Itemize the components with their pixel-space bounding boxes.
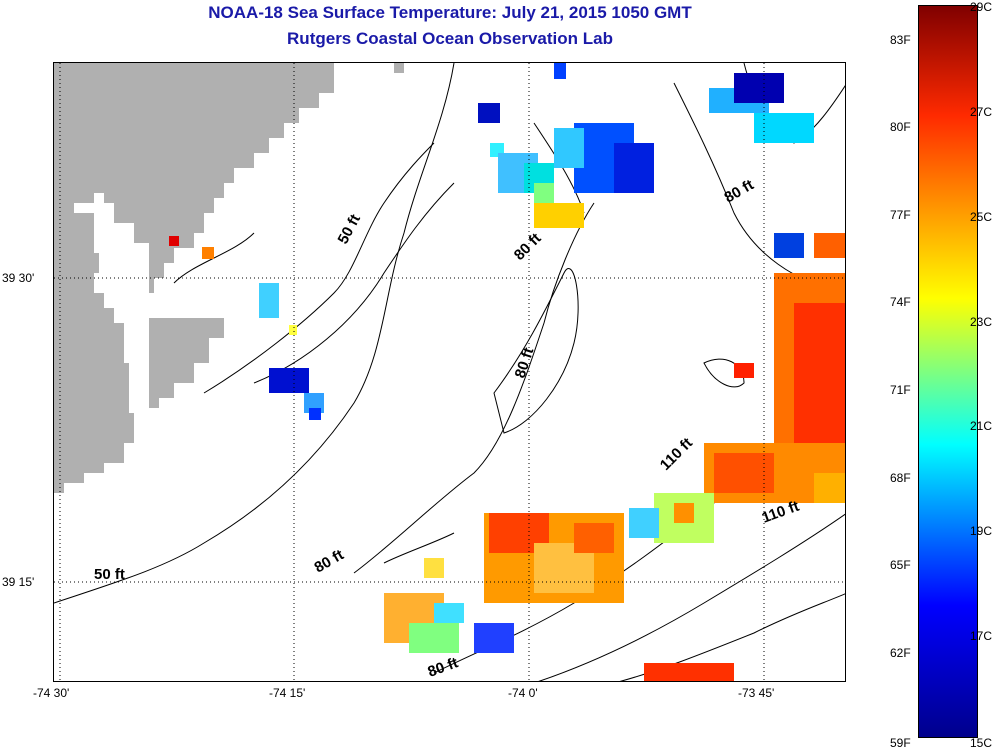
colorbar-label-f: 80F [890,120,911,134]
isobath-label: 50 ft [335,212,364,247]
land-mass [54,63,404,493]
map-subtitle: Rutgers Coastal Ocean Observation Lab [287,29,613,48]
colorbar-label-f: 62F [890,646,911,660]
isobath-label: 110 ft [657,435,696,474]
colorbar-label-c: 29C [970,0,993,14]
isobath-label: 80 ft [312,546,347,576]
lon-label: -74 0' [508,686,538,700]
colorbar-label-f: 77F [890,208,911,222]
colorbar-label-c: 23C [970,315,993,329]
colorbar-label-c: 27C [970,105,993,119]
isobath-label: 80 ft [426,654,461,681]
isobath-label: 80 ft [511,230,545,264]
isobath-label: 50 ft [94,566,125,583]
colorbar-label-c: 21C [970,419,993,433]
lon-label: -74 15' [269,686,306,700]
colorbar-label-c: 25C [970,210,993,224]
sst-map[interactable]: 50 ft 50 ft 80 ft 80 ft 80 ft 80 ft 80 f… [53,62,846,682]
map-title: NOAA-18 Sea Surface Temperature: July 21… [208,3,692,22]
sst-cold-patches [259,63,814,420]
lat-lon-grid [54,63,845,681]
colorbar-label-f: 74F [890,295,911,309]
temperature-colorbar [918,5,978,738]
colorbar-label-f: 83F [890,33,911,47]
map-canvas: 50 ft 50 ft 80 ft 80 ft 80 ft 80 ft 80 f… [54,63,845,681]
colorbar-label-f: 68F [890,471,911,485]
colorbar-label-f: 71F [890,383,911,397]
isobath-label: 80 ft [722,176,757,206]
lat-label: 39 15' [2,575,35,589]
isobath-labels: 50 ft 50 ft 80 ft 80 ft 80 ft 80 ft 80 f… [94,176,801,680]
colorbar-label-c: 19C [970,524,993,538]
lon-label: -74 30' [33,686,70,700]
colorbar-label-f: 59F [890,736,911,750]
colorbar-label-f: 65F [890,558,911,572]
colorbar-label-c: 17C [970,629,993,643]
sst-warm-patches [169,203,845,681]
lon-label: -73 45' [738,686,775,700]
lat-label: 39 30' [2,271,35,285]
isobath-label: 80 ft [512,346,538,381]
colorbar-label-c: 15C [970,736,993,750]
